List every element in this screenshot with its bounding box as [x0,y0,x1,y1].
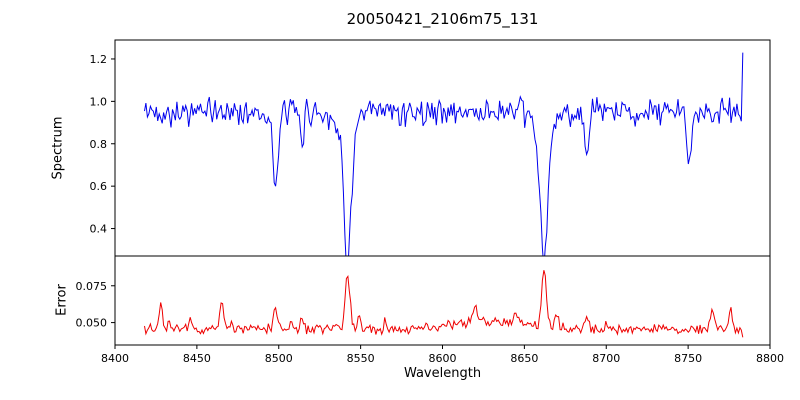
x-tick-label: 8800 [756,352,784,365]
y-tick-label-spectrum: 0.4 [90,223,108,236]
y-axis-label-spectrum: Spectrum [50,116,66,180]
y-tick-label-spectrum: 0.6 [90,180,108,193]
x-tick-label: 8600 [429,352,457,365]
y-tick-label-spectrum: 1.2 [90,53,108,66]
x-tick-label: 8750 [674,352,702,365]
spectrum-panel-frame [114,39,771,257]
x-tick-label: 8450 [183,352,211,365]
chart-title: 20050421_2106m75_131 [346,10,539,28]
x-tick-label: 8400 [101,352,129,365]
y-axis-label-error: Error [54,284,70,316]
x-tick-label: 8700 [592,352,620,365]
y-tick-label-error: 0.075 [76,280,108,293]
y-tick-label-spectrum: 1.0 [90,95,108,108]
x-tick-label: 8550 [347,352,375,365]
error-panel-frame [114,255,771,346]
y-tick-label-error: 0.050 [76,317,108,330]
y-tick-label-spectrum: 0.8 [90,138,108,151]
x-tick-label: 8650 [510,352,538,365]
x-axis-label: Wavelength [403,366,482,381]
spectrum-line [144,52,744,256]
error-line [144,270,744,338]
x-tick-label: 8500 [265,352,293,365]
